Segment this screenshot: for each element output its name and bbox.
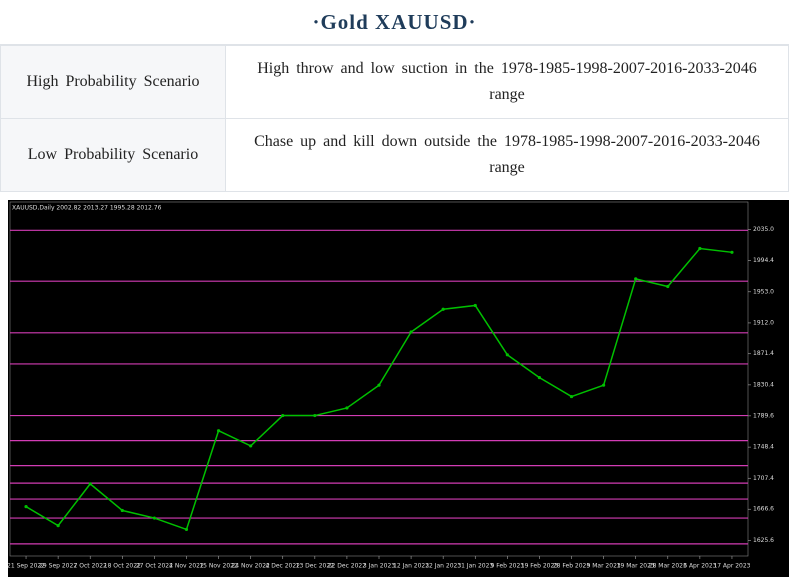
price-point (313, 413, 317, 418)
x-tick-label: 13 Dec 2022 (296, 563, 335, 570)
x-tick-label: 4 Nov 2022 (169, 563, 204, 570)
x-tick-label: 19 Feb 2023 (521, 563, 559, 570)
x-tick-label: 24 Nov 2022 (231, 563, 270, 570)
x-tick-label: 3 Jan 2023 (363, 563, 395, 570)
x-tick-label: 4 Dec 2022 (265, 563, 300, 570)
price-point (409, 330, 413, 334)
price-point (184, 527, 189, 532)
y-tick-label: 1871.4 (753, 350, 774, 357)
title: ·Gold XAUUSD· (0, 0, 789, 45)
price-point (24, 505, 28, 509)
x-tick-label: 15 Nov 2022 (199, 563, 238, 570)
chart: XAUUSD,Daily 2002.82 2013.27 1995.28 201… (8, 200, 789, 577)
y-tick-label: 1666.6 (753, 506, 774, 513)
price-point (666, 284, 670, 289)
chart-background (8, 200, 789, 577)
x-tick-label: 21 Sep 2022 (8, 563, 45, 570)
x-tick-label: 22 Jan 2023 (425, 563, 461, 570)
cell: High throw and low suction in the 1978-1… (225, 45, 789, 119)
price-point (88, 482, 92, 486)
price-point (249, 444, 253, 448)
y-tick-label: 1912.0 (753, 319, 774, 326)
price-point (216, 429, 221, 433)
x-tick-label: 6 Apr 2023 (683, 563, 716, 570)
price-point (345, 406, 349, 410)
cell: High Probability Scenario (0, 45, 226, 119)
scenario-table: High Probability Scenario High throw and… (0, 45, 789, 192)
x-tick-label: 27 Oct 2022 (136, 563, 173, 570)
x-tick-label: 7 Oct 2022 (74, 563, 107, 570)
y-tick-label: 1748.4 (753, 444, 774, 451)
price-point (377, 383, 381, 387)
cell: Chase up and kill down outside the 1978-… (225, 118, 789, 192)
price-point (56, 524, 60, 528)
x-tick-label: 22 Dec 2022 (328, 563, 367, 570)
x-tick-label: 28 Mar 2023 (649, 563, 687, 570)
chart-title: XAUUSD,Daily 2002.82 2013.27 1995.28 201… (12, 205, 162, 212)
row: High Probability Scenario High throw and… (0, 45, 789, 119)
price-point (473, 303, 477, 308)
row: Low Probability Scenario Chase up and ki… (0, 118, 789, 192)
x-tick-label: 29 Sep 2022 (39, 563, 77, 570)
x-tick-label: 17 Apr 2023 (713, 563, 750, 570)
x-tick-label: 12 Jan 2023 (393, 563, 429, 570)
price-point (120, 508, 124, 513)
y-tick-label: 1625.6 (753, 537, 774, 544)
price-point (602, 383, 606, 387)
x-tick-label: 19 Mar 2023 (617, 563, 655, 570)
price-point (569, 394, 574, 399)
y-tick-label: 1953.0 (753, 288, 774, 295)
price-point (730, 250, 734, 254)
y-tick-label: 1830.4 (753, 381, 774, 388)
y-tick-label: 1707.4 (753, 475, 774, 482)
x-tick-label: 31 Jan 2023 (457, 563, 493, 570)
price-point (698, 246, 702, 251)
x-tick-label: 9 Feb 2023 (491, 563, 525, 570)
x-tick-label: 18 Oct 2022 (104, 563, 141, 570)
y-tick-label: 1789.6 (753, 412, 774, 419)
price-point (634, 277, 638, 281)
price-point (537, 375, 542, 380)
x-tick-label: 28 Feb 2023 (553, 563, 591, 570)
y-tick-label: 2035.0 (753, 226, 774, 233)
price-point (281, 413, 285, 418)
price-point (505, 353, 509, 357)
price-point (152, 516, 156, 520)
x-tick-label: 9 Mar 2023 (586, 563, 620, 570)
price-point (441, 307, 445, 311)
y-tick-label: 1994.4 (753, 257, 774, 264)
cell: Low Probability Scenario (0, 118, 226, 192)
